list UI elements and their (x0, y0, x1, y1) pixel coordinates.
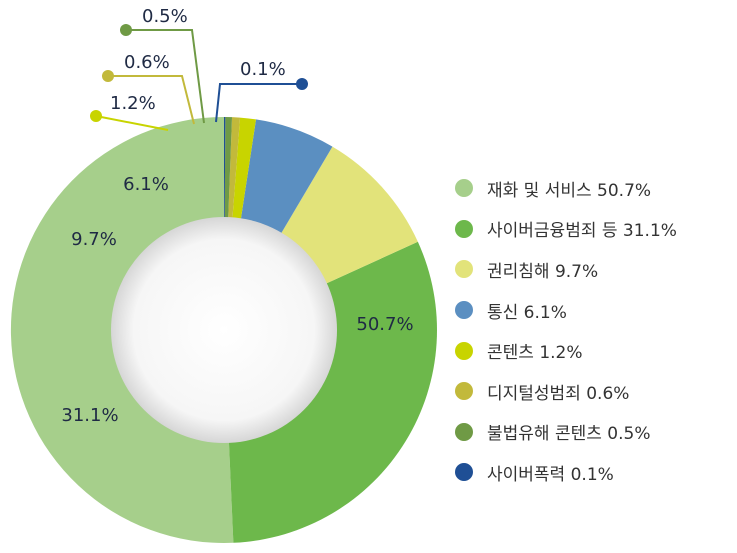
slice-labels: 50.7% 31.1% 9.7% 6.1% 1.2% 0.6% 0.5% 0.1% (61, 6, 413, 426)
legend-item: 통신 6.1% (455, 290, 677, 331)
legend-swatch (455, 341, 473, 360)
legend-item: 콘텐츠 1.2% (455, 330, 677, 371)
legend-label: 권리침해 9.7% (487, 261, 599, 282)
legend-label: 사이버금융범죄 등 31.1% (487, 221, 677, 242)
leader-line (95, 115, 169, 131)
legend-item: 권리침해 9.7% (455, 249, 677, 290)
legend-label: 통신 6.1% (487, 302, 567, 323)
slice-value-label: 50.7% (356, 314, 413, 335)
legend: 재화 및 서비스 50.7% 사이버금융범죄 등 31.1% 권리침해 9.7%… (455, 168, 677, 493)
callout-value-label: 0.6% (124, 52, 170, 73)
donut-hole (111, 217, 337, 443)
leader-line (108, 75, 195, 125)
callout-dot (102, 70, 114, 82)
legend-swatch (455, 382, 473, 401)
callout-value-label: 1.2% (110, 93, 156, 114)
leader-line (215, 83, 302, 123)
legend-swatch (455, 422, 473, 441)
legend-label: 콘텐츠 1.2% (487, 343, 583, 364)
callout-leaders (90, 24, 308, 131)
legend-item: 사이버폭력 0.1% (455, 452, 677, 493)
legend-swatch (455, 219, 473, 238)
callout-dot (90, 110, 102, 122)
slice-value-label: 6.1% (123, 174, 169, 195)
legend-swatch (455, 179, 473, 198)
legend-item: 재화 및 서비스 50.7% (455, 168, 677, 209)
legend-swatch (455, 463, 473, 482)
legend-item: 불법유해 콘텐츠 0.5% (455, 412, 677, 453)
legend-swatch (455, 260, 473, 279)
legend-swatch (455, 301, 473, 320)
legend-item: 디지털성범죄 0.6% (455, 371, 677, 412)
callout-value-label: 0.5% (142, 6, 188, 27)
legend-label: 사이버폭력 0.1% (487, 464, 614, 485)
leader-line (126, 29, 205, 124)
callout-value-label: 0.1% (240, 59, 286, 80)
callout-dot (296, 78, 308, 90)
legend-item: 사이버금융범죄 등 31.1% (455, 209, 677, 250)
legend-label: 디지털성범죄 0.6% (487, 383, 630, 404)
legend-label: 불법유해 콘텐츠 0.5% (487, 424, 651, 445)
legend-label: 재화 및 서비스 50.7% (487, 180, 652, 201)
callout-dot (120, 24, 132, 36)
slice-value-label: 31.1% (61, 405, 118, 426)
slice-value-label: 9.7% (71, 229, 117, 250)
